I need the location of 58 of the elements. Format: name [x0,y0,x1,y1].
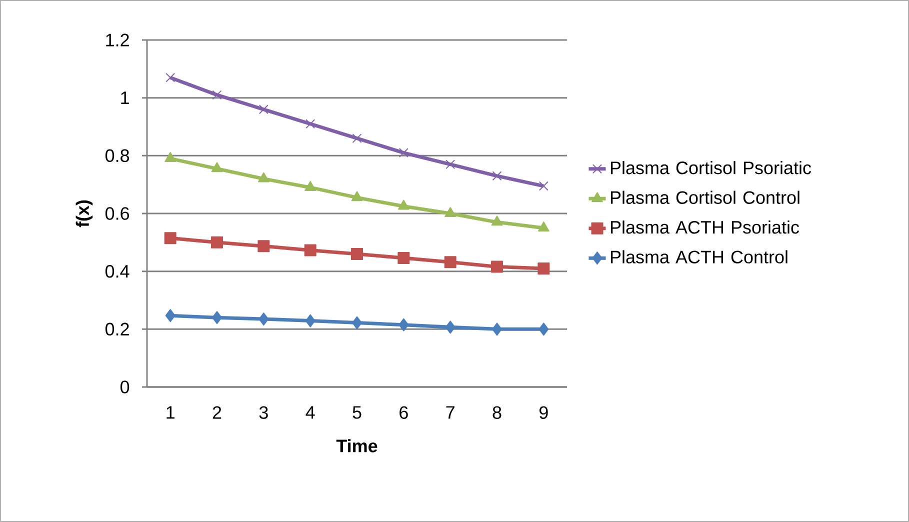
point [211,236,223,248]
x-tick-label: 7 [446,406,454,419]
point [444,206,456,217]
legend-label: Plasma ACTH Control [610,250,788,264]
point [212,90,222,100]
point [398,200,410,210]
x-tick-label: 1 [166,406,174,419]
point [538,181,548,191]
y-tick-label: 0.4 [105,264,130,278]
legend-label: Plasma Cortisol Psoriatic [610,161,812,174]
point [352,316,362,330]
y-tick-label: 1.2 [106,34,129,46]
point [492,322,502,336]
point [351,191,363,202]
legend-label: Plasma Cortisol Control [610,190,800,204]
point [445,320,456,334]
point [398,318,409,332]
x-tick-label: 5 [352,406,362,419]
y-tick-label: 0 [120,380,130,394]
x-tick-label: 2 [212,406,222,419]
point [164,152,176,162]
point [258,104,268,114]
point [305,314,316,328]
y-axis-title: f(x) [76,200,93,228]
point [538,221,550,232]
legend-label: Plasma ACTH Psoriatic [610,220,800,234]
x-tick-label: 8 [492,406,502,419]
x-tick-label: 3 [259,406,268,419]
x-axis-title: Time [336,439,378,452]
point [306,119,316,129]
point [258,172,270,182]
x-tick-label: 6 [400,406,408,419]
point [166,72,176,82]
x-tick-label: 4 [306,406,315,419]
point [446,160,456,170]
point [444,256,456,268]
point [538,262,550,274]
point [491,260,504,273]
point [165,309,176,322]
point [351,248,364,260]
point [258,312,269,326]
point [212,311,222,324]
point [304,244,316,256]
point [538,322,549,336]
y-tick-label: 0.2 [105,322,129,336]
point [211,162,223,172]
point [491,216,503,226]
point [164,232,176,244]
point [398,148,408,158]
point [304,180,316,191]
x-tick-label: 9 [540,406,548,419]
point [492,171,502,181]
point [352,134,362,144]
y-tick-label: 1 [121,92,129,104]
point [398,252,410,264]
y-tick-label: 0.8 [105,149,130,162]
point [258,240,270,252]
y-tick-label: 0.6 [105,207,130,220]
